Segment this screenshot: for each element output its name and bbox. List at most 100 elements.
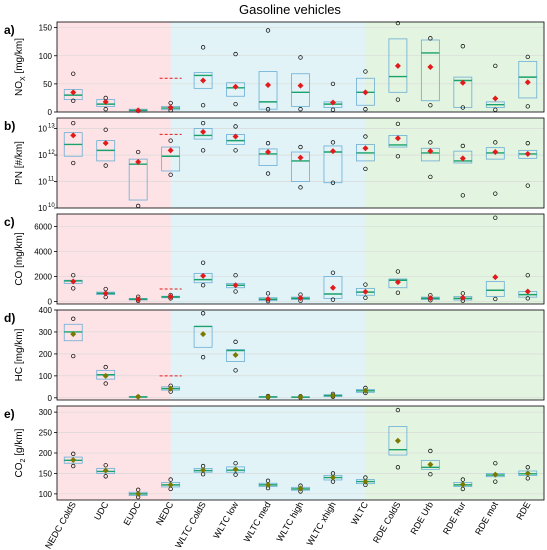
outlier-point	[460, 193, 465, 198]
outlier-point	[493, 479, 498, 484]
outlier-point	[233, 289, 238, 294]
outlier-point	[200, 355, 206, 360]
figure-title: Gasoline vehicles	[239, 2, 341, 17]
mean-marker	[459, 79, 466, 86]
outlier-point	[363, 107, 368, 112]
y-tick-label: 400	[39, 306, 53, 315]
mean-marker	[329, 392, 336, 399]
outlier-point	[71, 273, 76, 278]
outlier-point	[233, 339, 238, 344]
mean-marker	[265, 393, 272, 400]
outlier-point	[330, 297, 336, 302]
outlier-point	[200, 311, 206, 316]
y-tick-exponent: 10	[48, 203, 55, 209]
box	[258, 71, 278, 110]
outlier-point	[103, 463, 108, 468]
x-tick-label: RDE Urb	[408, 500, 435, 536]
outlier-point	[233, 51, 238, 57]
mean-marker	[265, 296, 272, 302]
plot-frame	[56, 21, 545, 113]
outlier-point	[103, 381, 108, 386]
outlier-point	[265, 291, 271, 296]
y-tick-label: 6000	[34, 223, 52, 232]
y-tick-label: 250	[39, 429, 53, 438]
outlier-point	[395, 121, 401, 127]
shading-rde	[365, 214, 544, 304]
outlier-point	[395, 154, 401, 159]
mean-marker	[70, 278, 77, 285]
box	[323, 145, 343, 184]
shading-wltc	[170, 118, 398, 208]
mean-marker	[102, 140, 109, 147]
box	[485, 281, 505, 297]
x-tick-label: WLTC high	[274, 500, 305, 543]
outlier-point	[395, 97, 401, 102]
y-tick-label: 4000	[34, 248, 52, 257]
y-tick-label: 10	[38, 204, 47, 213]
mean-marker	[427, 148, 434, 155]
outlier-point	[71, 451, 76, 456]
box	[161, 146, 181, 172]
outlier-point	[71, 316, 76, 321]
outlier-point	[525, 104, 530, 109]
outlier-point	[395, 407, 401, 413]
outlier-point	[330, 81, 336, 87]
y-axis-label: PN [#/km]	[14, 141, 25, 185]
y-tick-label: 2000	[34, 273, 52, 282]
mean-marker	[167, 293, 174, 300]
outlier-point	[103, 163, 108, 168]
panel-label: e)	[4, 407, 15, 421]
x-tick-label: WLTC	[349, 500, 370, 527]
mean-marker	[492, 274, 499, 281]
outlier-point	[363, 282, 368, 287]
outlier-point	[428, 36, 433, 41]
mean-marker	[135, 393, 142, 400]
outlier-point	[428, 140, 433, 145]
box	[193, 72, 213, 89]
outlier-point	[395, 269, 401, 274]
mean-marker	[297, 82, 304, 89]
outlier-point	[71, 286, 76, 291]
mean-marker	[232, 83, 239, 90]
shading-rde	[365, 310, 544, 400]
mean-marker	[329, 148, 336, 155]
mean-marker	[329, 474, 336, 481]
mean-marker	[265, 481, 272, 488]
outlier-point	[233, 124, 238, 129]
plot-frame	[56, 213, 545, 305]
outlier-point	[200, 120, 206, 126]
outlier-point	[200, 103, 206, 108]
box	[258, 148, 278, 166]
mean-marker	[394, 437, 401, 444]
mean-marker	[524, 150, 531, 157]
outlier-point	[168, 477, 173, 482]
outlier-point	[298, 55, 303, 60]
outlier-point	[460, 143, 465, 149]
x-tick-label: RDE mot	[473, 500, 500, 537]
x-tick-label: RDE Rur	[441, 500, 468, 536]
panel-4: 100 150 200 250 300 e) CO2 [g/km]	[4, 405, 545, 501]
shading-wltc	[170, 214, 398, 304]
outlier-point	[103, 127, 108, 132]
plot-frame	[56, 117, 545, 209]
mean-marker	[297, 394, 304, 401]
outlier-point	[71, 463, 76, 469]
mean-marker	[492, 95, 499, 102]
x-tick-label: RDE ColdS	[371, 500, 403, 545]
outlier-point	[395, 290, 401, 295]
mean-marker	[200, 77, 207, 84]
y-axis-label: NOX [mg/km]	[14, 38, 27, 96]
outlier-point	[493, 107, 498, 112]
shading-wltc	[170, 22, 398, 112]
y-tick-label: 100	[39, 52, 53, 61]
mean-marker	[102, 98, 109, 105]
outlier-point	[330, 270, 336, 275]
outlier-point	[103, 107, 108, 112]
outlier-point	[525, 54, 530, 60]
outlier-point	[200, 45, 206, 50]
mean-marker	[167, 104, 174, 111]
y-tick-label: 50	[43, 80, 52, 89]
mean-marker	[265, 82, 272, 88]
panel-0: 0 50 100 150 a)NOX [mg/km]	[4, 20, 545, 117]
outlier-point	[71, 160, 76, 166]
